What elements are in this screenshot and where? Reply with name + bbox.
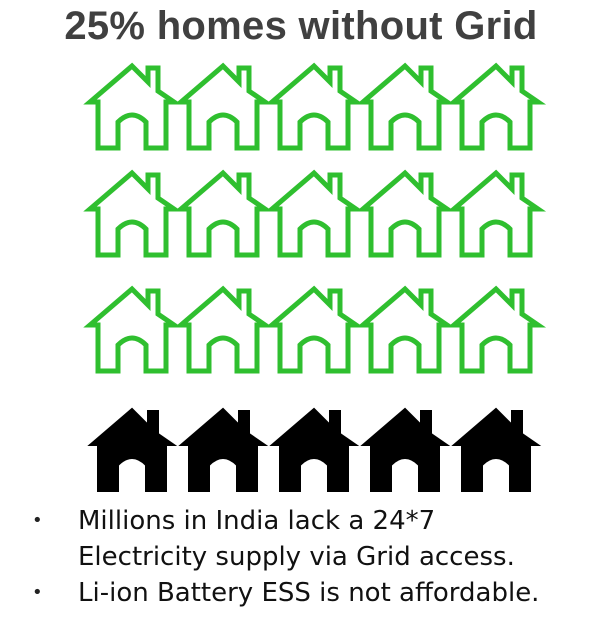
house-door-icon	[211, 461, 235, 491]
house-icon-with-grid	[174, 285, 274, 374]
bullet-item: • Millions in India lack a 24*7 Electric…	[28, 503, 598, 575]
house-icon-without-grid	[269, 407, 360, 492]
house-icon-with-grid	[356, 169, 456, 258]
house-door-icon	[393, 461, 417, 491]
page-title: 25% homes without Grid	[64, 4, 538, 48]
house-icon-with-grid	[447, 62, 547, 151]
bullet-list: • Millions in India lack a 24*7 Electric…	[28, 503, 598, 611]
house-icon-with-grid	[265, 62, 365, 151]
house-grid	[83, 62, 547, 492]
house-icon-with-grid	[447, 285, 547, 374]
bullet-dot: •	[32, 510, 43, 531]
house-icon-with-grid	[447, 169, 547, 258]
house-icon-with-grid	[356, 285, 456, 374]
house-icon-with-grid	[83, 285, 183, 374]
house-door-icon	[484, 461, 508, 491]
house-icon-without-grid	[87, 407, 178, 492]
house-door-icon	[302, 461, 326, 491]
house-icon-with-grid	[83, 62, 183, 151]
bullet-dot: •	[32, 582, 43, 603]
bullet-text-line: Electricity supply via Grid access.	[78, 542, 515, 572]
house-icon-with-grid	[83, 169, 183, 258]
house-icon-with-grid	[265, 169, 365, 258]
house-icon-without-grid	[178, 407, 269, 492]
house-icon-with-grid	[265, 285, 365, 374]
house-icon-without-grid	[360, 407, 451, 492]
bullet-item: • Li-ion Battery ESS is not affordable.	[28, 575, 598, 611]
house-icon-with-grid	[174, 169, 274, 258]
house-icon-without-grid	[451, 407, 542, 492]
bullet-text-line: Millions in India lack a 24*7	[78, 506, 436, 536]
house-icon-with-grid	[174, 62, 274, 151]
bullet-text-line: Li-ion Battery ESS is not affordable.	[78, 578, 540, 608]
house-door-icon	[120, 461, 144, 491]
house-icon-with-grid	[356, 62, 456, 151]
